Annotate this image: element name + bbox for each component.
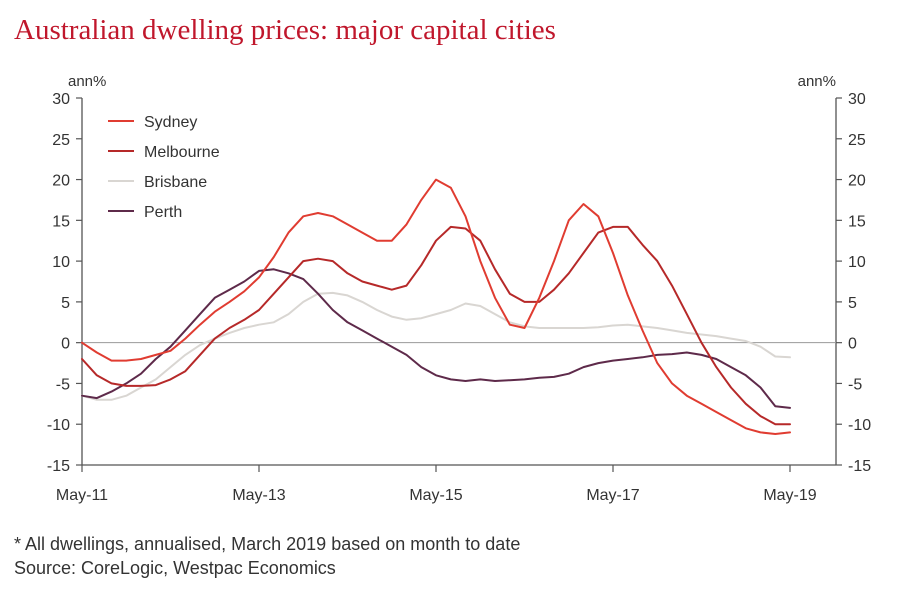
y-tick-label-right: -5 <box>848 376 862 393</box>
y-tick-label-left: 15 <box>52 213 70 230</box>
y-tick-label-left: 25 <box>52 132 70 149</box>
legend-label-perth: Perth <box>144 204 182 221</box>
series-line-perth <box>81 268 791 409</box>
y-tick-label-right: 5 <box>848 295 857 312</box>
x-tick-label: May-11 <box>56 487 108 504</box>
legend-label-sydney: Sydney <box>144 114 197 131</box>
x-tick-label: May-17 <box>586 487 639 504</box>
axes-layer: 30 30 25 25 20 20 15 15 10 10 5 5 0 0 -5 -5 -10 -10 -15 -15… <box>47 73 871 504</box>
y-tick-label-right: -15 <box>848 458 871 475</box>
y-tick-label-left: 20 <box>52 173 70 190</box>
x-tick-label: May-19 <box>763 487 816 504</box>
series-line-sydney <box>81 178 791 435</box>
legend: Sydney Melbourne Brisbane Perth <box>108 114 220 221</box>
y-tick-label-left: -15 <box>47 458 70 475</box>
y-tick-label-right: 30 <box>848 91 866 108</box>
line-chart: 30 30 25 25 20 20 15 15 10 10 5 5 0 0 -5 -5 -10 -10 -15 -15… <box>47 73 871 504</box>
y-tick-label-right: 25 <box>848 132 866 149</box>
series-line-brisbane <box>81 291 791 401</box>
source-note: Source: CoreLogic, Westpac Economics <box>14 558 336 578</box>
y-axis-label-left: ann% <box>68 73 106 90</box>
legend-label-brisbane: Brisbane <box>144 174 207 191</box>
y-tick-label-left: 10 <box>52 254 70 271</box>
y-tick-label-right: 15 <box>848 213 866 230</box>
series-line-melbourne <box>81 225 791 426</box>
y-tick-label-left: 0 <box>61 336 70 353</box>
footnote: * All dwellings, annualised, March 2019 … <box>14 534 521 554</box>
legend-label-melbourne: Melbourne <box>144 144 220 161</box>
chart-title: Australian dwelling prices: major capita… <box>14 14 556 46</box>
x-tick-label: May-15 <box>409 487 462 504</box>
series-layer <box>81 178 791 435</box>
x-tick-label: May-13 <box>232 487 285 504</box>
y-tick-label-right: 20 <box>848 173 866 190</box>
y-tick-label-right: 10 <box>848 254 866 271</box>
y-tick-label-left: -5 <box>56 376 70 393</box>
y-tick-label-left: -10 <box>47 417 70 434</box>
y-axis-label-right: ann% <box>798 73 836 90</box>
y-tick-label-right: -10 <box>848 417 871 434</box>
y-tick-label-right: 0 <box>848 336 857 353</box>
y-tick-label-left: 30 <box>52 91 70 108</box>
y-tick-label-left: 5 <box>61 295 70 312</box>
